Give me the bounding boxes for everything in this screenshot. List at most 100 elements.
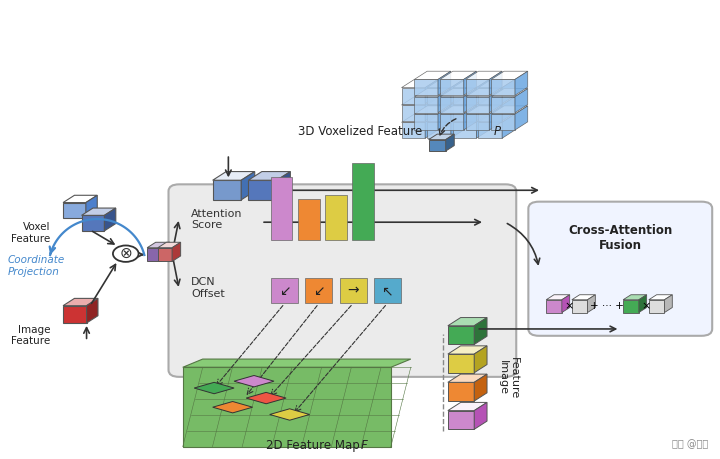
Polygon shape (104, 208, 116, 231)
Polygon shape (427, 97, 464, 105)
Polygon shape (490, 71, 502, 95)
Polygon shape (183, 367, 391, 447)
Polygon shape (451, 114, 464, 138)
Polygon shape (448, 374, 487, 382)
Polygon shape (448, 326, 474, 344)
Polygon shape (502, 97, 515, 121)
Polygon shape (466, 79, 490, 95)
Polygon shape (63, 306, 86, 323)
Polygon shape (81, 215, 104, 231)
Text: + ··· +: + ··· + (590, 301, 624, 311)
Polygon shape (425, 97, 438, 121)
Polygon shape (479, 88, 502, 104)
Polygon shape (161, 242, 170, 262)
Polygon shape (448, 382, 474, 401)
Polygon shape (183, 359, 411, 367)
Polygon shape (438, 71, 451, 95)
Text: ×: × (642, 301, 651, 311)
Polygon shape (81, 208, 116, 215)
Text: DCN
Offset: DCN Offset (192, 277, 225, 299)
Polygon shape (491, 106, 528, 114)
Polygon shape (428, 134, 454, 140)
Polygon shape (212, 180, 241, 200)
Polygon shape (474, 403, 487, 429)
Polygon shape (172, 242, 181, 262)
Polygon shape (466, 89, 502, 97)
Polygon shape (546, 300, 562, 313)
Bar (271, 278, 298, 303)
Polygon shape (479, 122, 502, 138)
Polygon shape (572, 300, 588, 313)
Polygon shape (425, 114, 438, 138)
Polygon shape (246, 392, 286, 404)
Text: Voxel
Feature: Voxel Feature (11, 222, 50, 244)
Polygon shape (248, 172, 290, 180)
Polygon shape (491, 97, 515, 113)
Text: ×: × (564, 301, 574, 311)
Polygon shape (464, 89, 477, 113)
Polygon shape (448, 318, 487, 326)
Polygon shape (453, 114, 490, 122)
Polygon shape (502, 79, 515, 104)
Polygon shape (665, 295, 672, 313)
Text: 3D Voxelized Feature: 3D Voxelized Feature (298, 125, 426, 138)
Polygon shape (466, 114, 490, 130)
Polygon shape (438, 106, 451, 130)
Polygon shape (270, 409, 310, 420)
Polygon shape (427, 122, 451, 138)
Polygon shape (414, 114, 438, 130)
Polygon shape (440, 106, 477, 114)
Polygon shape (546, 295, 570, 300)
Polygon shape (453, 79, 490, 88)
Polygon shape (453, 88, 477, 104)
Polygon shape (479, 114, 515, 122)
Polygon shape (448, 354, 474, 373)
Text: P: P (493, 125, 500, 138)
Polygon shape (464, 106, 477, 130)
Circle shape (113, 246, 138, 262)
Text: 知乎 @黄浩: 知乎 @黄浩 (672, 439, 708, 449)
Polygon shape (402, 79, 438, 88)
Bar (352, 163, 374, 241)
Polygon shape (572, 295, 595, 300)
Polygon shape (490, 89, 502, 113)
Polygon shape (212, 402, 253, 413)
Polygon shape (63, 298, 98, 306)
Polygon shape (448, 411, 474, 429)
Polygon shape (402, 97, 438, 105)
Text: ↖: ↖ (382, 284, 393, 298)
Polygon shape (448, 403, 487, 411)
Polygon shape (451, 97, 464, 121)
Polygon shape (248, 180, 276, 200)
Polygon shape (477, 79, 490, 104)
Polygon shape (515, 106, 528, 130)
Text: Image: Image (498, 360, 508, 395)
Bar (298, 199, 320, 241)
Polygon shape (276, 172, 290, 200)
Polygon shape (402, 122, 425, 138)
Polygon shape (474, 318, 487, 344)
Bar (340, 278, 366, 303)
Polygon shape (402, 105, 425, 121)
Polygon shape (474, 374, 487, 401)
Polygon shape (477, 97, 490, 121)
Polygon shape (86, 195, 97, 218)
Polygon shape (562, 295, 570, 313)
Polygon shape (63, 195, 97, 202)
Polygon shape (86, 298, 98, 323)
Polygon shape (446, 134, 454, 151)
Text: ↙: ↙ (313, 284, 325, 298)
Polygon shape (448, 346, 487, 354)
Polygon shape (453, 105, 477, 121)
Text: Attention
Score: Attention Score (192, 209, 243, 230)
Polygon shape (479, 97, 515, 105)
Bar (325, 195, 346, 241)
Bar (271, 177, 292, 241)
Polygon shape (515, 89, 528, 113)
Polygon shape (402, 88, 425, 104)
Text: Coordinate
Projection: Coordinate Projection (7, 255, 65, 277)
Polygon shape (414, 79, 438, 95)
FancyBboxPatch shape (168, 185, 516, 377)
Polygon shape (440, 79, 464, 95)
Polygon shape (147, 248, 161, 262)
